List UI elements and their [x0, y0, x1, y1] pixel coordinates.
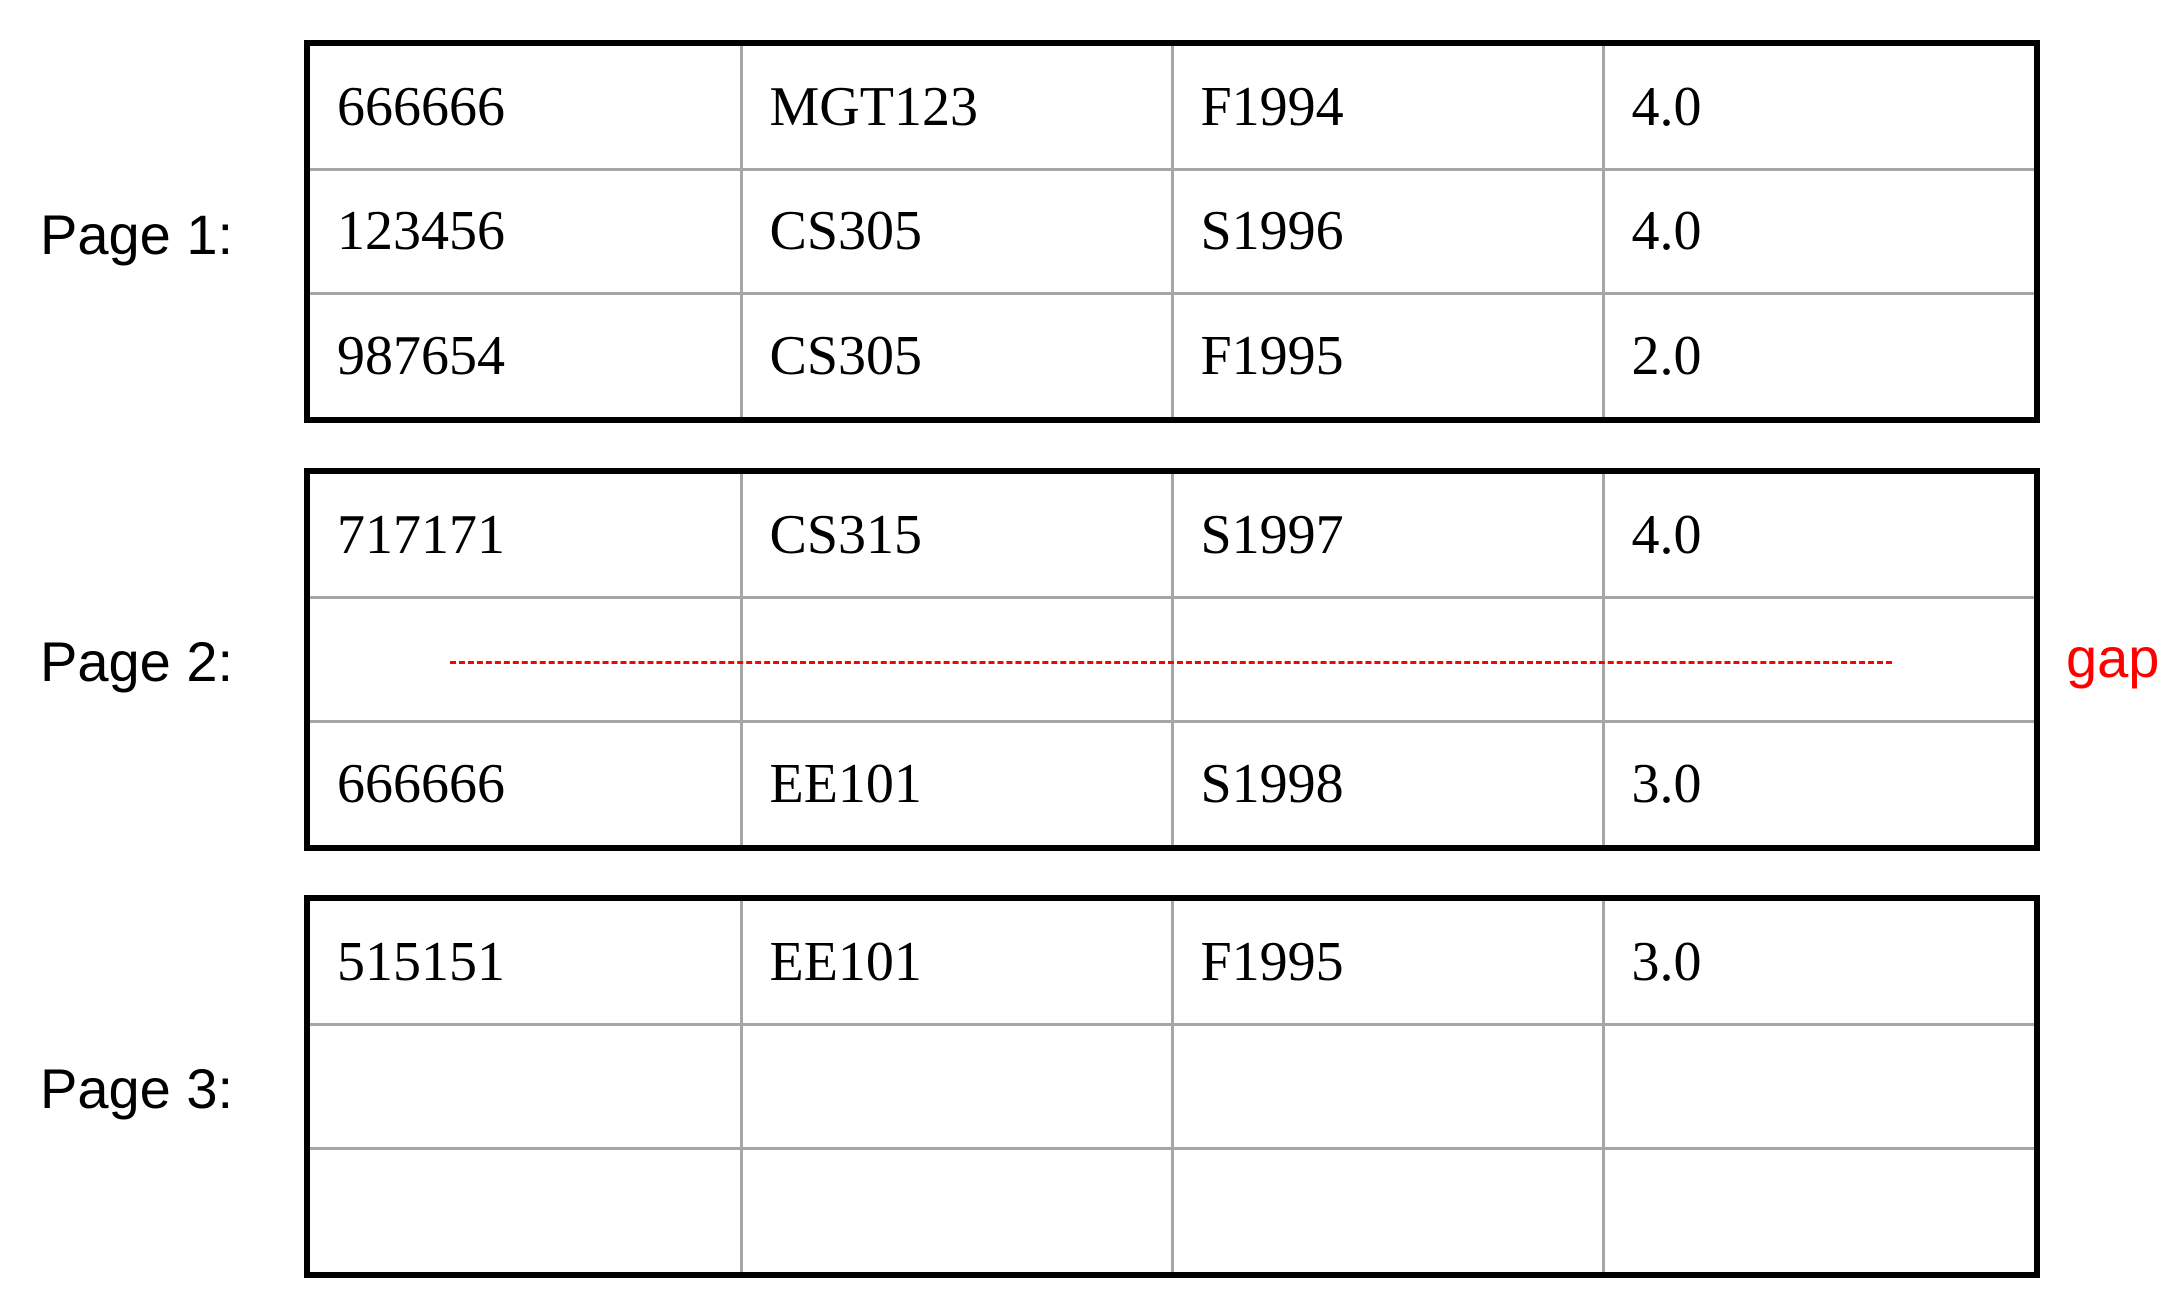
- table-row: 515151 EE101 F1995 3.0: [310, 901, 2034, 1027]
- table-cell: 666666: [310, 721, 743, 845]
- table-cell: [310, 1148, 743, 1272]
- table-cell: [1603, 1024, 2034, 1150]
- table-cell: F1995: [1172, 901, 1605, 1027]
- page-3-label: Page 3:: [40, 1057, 234, 1120]
- table-cell: S1996: [1172, 169, 1605, 295]
- page-3-table: 515151 EE101 F1995 3.0: [310, 901, 2034, 1272]
- table-cell: [741, 597, 1174, 723]
- table-row: 666666 EE101 S1998 3.0: [310, 721, 2034, 845]
- table-cell: CS315: [741, 474, 1174, 600]
- table-cell: S1998: [1172, 721, 1605, 845]
- table-cell: [1172, 1024, 1605, 1150]
- table-cell: 987654: [310, 293, 743, 417]
- table-cell: 3.0: [1631, 752, 1702, 815]
- table-cell: EE101: [741, 901, 1174, 1027]
- page-1-label: Page 1:: [40, 203, 234, 266]
- table-cell: CS305: [741, 169, 1174, 295]
- table-cell: [1172, 1148, 1605, 1272]
- table-cell: 4.0: [1603, 169, 2034, 295]
- table-cell: 515151: [310, 901, 743, 1027]
- table-cell: [1603, 597, 2034, 723]
- table-cell: [310, 597, 743, 723]
- table-cell: S1997: [1172, 474, 1605, 600]
- table-cell: 666666: [310, 46, 743, 172]
- table-cell: [1172, 597, 1605, 723]
- table-row: [310, 1024, 2034, 1150]
- page-3-block: 515151 EE101 F1995 3.0: [304, 895, 2040, 1278]
- table-cell: [741, 1148, 1174, 1272]
- table-cell: 2.0: [1631, 324, 1702, 387]
- table-cell: 123456: [310, 169, 743, 295]
- gap-label: gap: [2066, 626, 2160, 689]
- page-1-table: 666666 MGT123 F1994 4.0 123456 CS305 S19…: [310, 46, 2034, 417]
- page-2-label: Page 2:: [40, 630, 234, 693]
- table-row: 666666 MGT123 F1994 4.0: [310, 46, 2034, 172]
- table-cell: MGT123: [741, 46, 1174, 172]
- table-cell: 4.0: [1603, 474, 2034, 600]
- table-cell: CS305: [741, 293, 1174, 417]
- table-row: 987654 CS305 F1995 2.0: [310, 293, 2034, 417]
- gap-dashed-line: [450, 661, 1892, 664]
- table-cell: F1995: [1172, 293, 1605, 417]
- table-cell: [310, 1024, 743, 1150]
- page-1-block: 666666 MGT123 F1994 4.0 123456 CS305 S19…: [304, 40, 2040, 423]
- table-cell: [1603, 1148, 2034, 1272]
- table-row: 717171 CS315 S1997 4.0: [310, 474, 2034, 600]
- table-row-gap: [310, 597, 2034, 723]
- table-cell: F1994: [1172, 46, 1605, 172]
- table-cell: [741, 1024, 1174, 1150]
- page-2-table: 717171 CS315 S1997 4.0 666666 EE101 S199…: [310, 474, 2034, 845]
- table-row: 123456 CS305 S1996 4.0: [310, 169, 2034, 295]
- table-cell: 3.0: [1603, 901, 2034, 1027]
- table-row: [310, 1148, 2034, 1272]
- table-cell: 717171: [310, 474, 743, 600]
- table-cell: 4.0: [1603, 46, 2034, 172]
- page-2-block: 717171 CS315 S1997 4.0 666666 EE101 S199…: [304, 468, 2040, 851]
- table-cell: EE101: [741, 721, 1174, 845]
